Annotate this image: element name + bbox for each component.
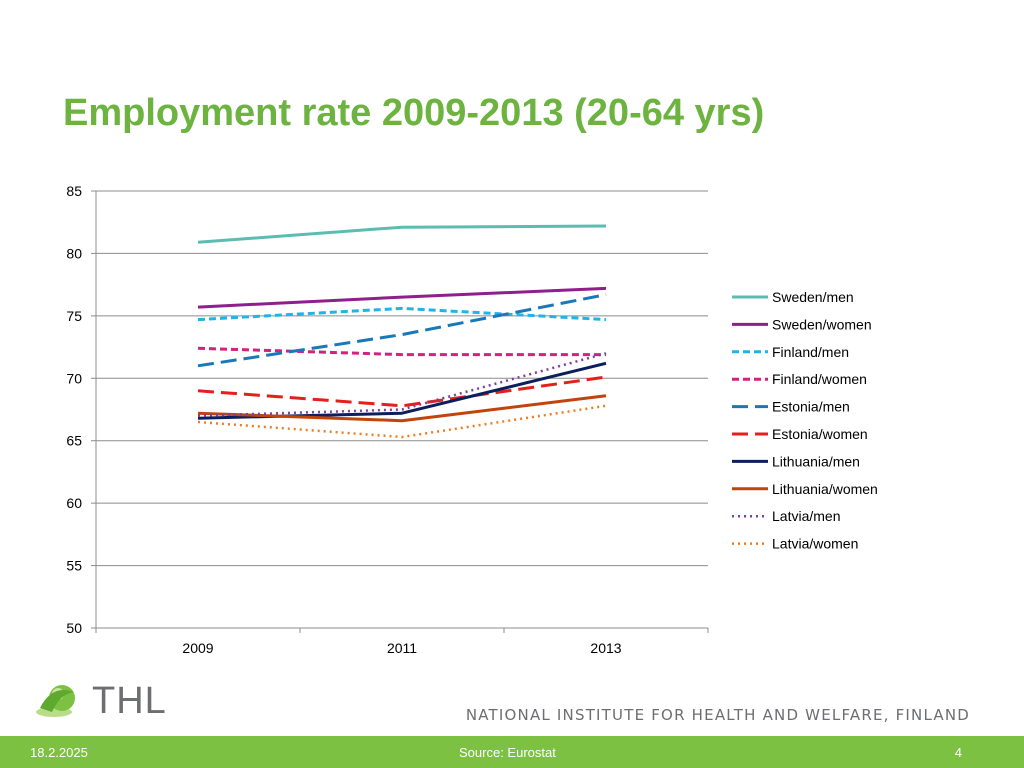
axes: 50 55 60 65 70 75 80 85 2009 2011 2013 bbox=[66, 183, 709, 656]
y-tick-label: 60 bbox=[66, 495, 82, 511]
legend-label: Lithuania/men bbox=[772, 453, 860, 469]
legend-label: Lithuania/women bbox=[772, 481, 878, 497]
y-tick-label: 85 bbox=[66, 183, 82, 199]
legend-label: Latvia/men bbox=[772, 508, 840, 524]
legend-label: Estonia/men bbox=[772, 399, 850, 415]
x-tick-label: 2013 bbox=[590, 640, 621, 656]
y-tick-label: 65 bbox=[66, 433, 82, 449]
x-tick-label: 2009 bbox=[182, 640, 213, 656]
series-line bbox=[197, 224, 607, 244]
legend-label: Sweden/men bbox=[772, 289, 854, 305]
page-number: 4 bbox=[954, 745, 962, 760]
y-tick-label: 80 bbox=[66, 245, 82, 261]
series-line bbox=[197, 306, 607, 322]
footer-bar: 18.2.2025 Source: Eurostat 4 bbox=[0, 736, 1024, 768]
y-tick-label: 75 bbox=[66, 308, 82, 324]
legend-label: Sweden/women bbox=[772, 316, 872, 332]
organization-name: NATIONAL INSTITUTE FOR HEALTH AND WELFAR… bbox=[465, 706, 970, 724]
y-tick-label: 70 bbox=[66, 370, 82, 386]
footer-date: 18.2.2025 bbox=[30, 745, 88, 760]
series-line bbox=[197, 404, 607, 439]
series-line bbox=[197, 394, 607, 423]
thl-logo-icon bbox=[36, 685, 75, 717]
y-tick-label: 50 bbox=[66, 620, 82, 636]
legend-label: Estonia/women bbox=[772, 426, 868, 442]
legend: Sweden/men Sweden/women Finland/men Finland… bbox=[732, 289, 878, 552]
x-tick-label: 2011 bbox=[387, 640, 417, 656]
legend-label: Finland/men bbox=[772, 344, 849, 360]
slide-title: Employment rate 2009-2013 (20-64 yrs) bbox=[63, 92, 765, 134]
series-line bbox=[197, 286, 607, 309]
footer-source: Source: Eurostat bbox=[459, 745, 556, 760]
legend-label: Finland/women bbox=[772, 371, 867, 387]
series-line bbox=[197, 375, 607, 408]
series-line bbox=[197, 346, 606, 357]
logo-text: THL bbox=[92, 680, 167, 722]
series-lines bbox=[197, 224, 607, 439]
series-line bbox=[197, 352, 607, 417]
y-tick-label: 55 bbox=[66, 558, 82, 574]
legend-label: Latvia/women bbox=[772, 536, 858, 552]
